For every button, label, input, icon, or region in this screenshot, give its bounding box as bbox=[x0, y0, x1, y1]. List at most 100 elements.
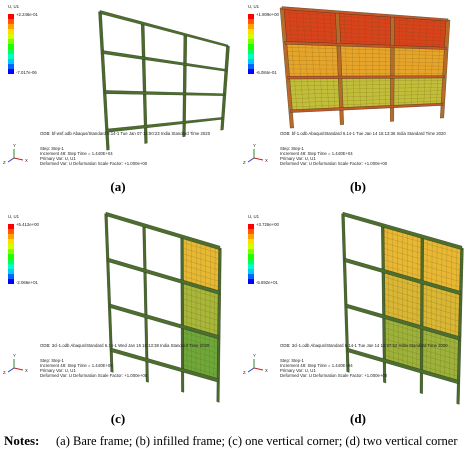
legend-swatch bbox=[8, 59, 14, 64]
info-text: Primary Var: U, U1 bbox=[40, 368, 76, 373]
legend-swatch bbox=[8, 259, 14, 264]
mesh-line bbox=[338, 28, 393, 32]
triad-label: Y bbox=[13, 353, 16, 358]
mesh-line bbox=[289, 96, 341, 99]
legend-value: -7.017e-06 bbox=[16, 70, 37, 75]
triad-label: X bbox=[25, 158, 28, 163]
legend-swatch bbox=[248, 259, 254, 264]
beam bbox=[287, 75, 445, 80]
mesh-line bbox=[289, 100, 342, 103]
mesh-line bbox=[455, 246, 458, 292]
legend-swatch bbox=[8, 279, 14, 284]
legend-swatch bbox=[248, 249, 254, 254]
legend-value: +5.412e+00 bbox=[16, 222, 40, 227]
info-text: ODB: bf-wnf.odb Abaqus/Standard 6.14-1 T… bbox=[40, 131, 211, 136]
mesh-line bbox=[338, 36, 393, 40]
triad-label: Y bbox=[13, 143, 16, 148]
beam bbox=[290, 102, 444, 113]
legend-swatch bbox=[8, 24, 14, 29]
column bbox=[220, 45, 230, 131]
infill-panel bbox=[281, 7, 339, 45]
legend-swatch bbox=[248, 244, 254, 249]
triad-axis bbox=[247, 367, 255, 373]
mesh-line bbox=[382, 253, 423, 266]
mesh-line bbox=[383, 299, 422, 311]
mesh-line bbox=[444, 334, 446, 379]
mesh-line bbox=[445, 289, 447, 335]
beam bbox=[342, 211, 463, 251]
legend-swatch bbox=[248, 44, 254, 49]
info-text: Deformed Var: U Deformation Scale Factor… bbox=[280, 373, 388, 378]
mesh-line bbox=[392, 97, 444, 100]
triad-axis bbox=[253, 157, 264, 161]
triad-label: Y bbox=[253, 143, 256, 148]
mesh-line bbox=[340, 95, 393, 98]
mesh-line bbox=[182, 315, 220, 327]
mesh-line bbox=[286, 64, 340, 66]
info-text: ODB: 3cl-1.odb Abaqus/Standard 6.14-1 We… bbox=[40, 343, 210, 348]
legend-value: -5.692e+01 bbox=[256, 280, 278, 285]
triad-label: Z bbox=[3, 370, 6, 375]
legend-title: U, U1 bbox=[8, 214, 20, 219]
mesh-line bbox=[383, 293, 422, 305]
mesh-line bbox=[341, 99, 393, 102]
mesh-line bbox=[325, 44, 328, 78]
mesh-line bbox=[338, 32, 393, 36]
mesh-line bbox=[392, 65, 446, 67]
info-text: Increment 48: Step Time = 1.440E+04 bbox=[280, 151, 353, 156]
legend-swatch bbox=[248, 229, 254, 234]
legend-value: +2.246e-01 bbox=[16, 12, 38, 17]
panel-label: (d) bbox=[350, 411, 366, 426]
mesh-line bbox=[392, 31, 448, 35]
legend-swatch bbox=[8, 249, 14, 254]
mesh-line bbox=[182, 321, 219, 332]
mesh-line bbox=[437, 48, 440, 77]
mesh-line bbox=[392, 93, 444, 96]
mesh-line bbox=[449, 335, 451, 380]
mesh-line bbox=[421, 304, 461, 316]
mesh-line bbox=[331, 44, 334, 78]
mesh-line bbox=[392, 61, 446, 63]
triad-label: X bbox=[25, 368, 28, 373]
mesh-line bbox=[384, 349, 422, 361]
mesh-line bbox=[430, 76, 432, 105]
legend-swatch bbox=[8, 39, 14, 44]
beam bbox=[99, 10, 229, 48]
legend-swatch bbox=[8, 229, 14, 234]
legend-swatch bbox=[248, 279, 254, 284]
info-text: Step: Step-1 bbox=[280, 146, 304, 151]
mesh-line bbox=[182, 259, 220, 271]
mesh-line bbox=[453, 337, 456, 381]
legend-swatch bbox=[248, 39, 254, 44]
info-text: Increment 48: Step Time = 1.440E+04 bbox=[280, 363, 353, 368]
legend-swatch bbox=[248, 14, 254, 19]
mesh-line bbox=[182, 264, 220, 277]
mesh-line bbox=[383, 310, 422, 322]
legend-swatch bbox=[8, 239, 14, 244]
legend-swatch bbox=[8, 254, 14, 259]
legend-swatch bbox=[248, 239, 254, 244]
info-text: Primary Var: U, U1 bbox=[280, 368, 316, 373]
mesh-line bbox=[446, 243, 448, 290]
legend-swatch bbox=[8, 69, 14, 74]
legend-swatch bbox=[8, 64, 14, 69]
mesh-line bbox=[182, 348, 219, 360]
triad-axis bbox=[13, 157, 24, 161]
legend-swatch bbox=[248, 29, 254, 34]
mesh-line bbox=[182, 364, 219, 376]
legend-swatch bbox=[8, 269, 14, 274]
legend-value: +1.809e+00 bbox=[256, 12, 280, 17]
mesh-line bbox=[338, 40, 393, 43]
mesh-line bbox=[182, 309, 220, 321]
mesh-line bbox=[290, 104, 342, 108]
mesh-line bbox=[423, 76, 426, 106]
legend-swatch bbox=[248, 24, 254, 29]
notes-text: (a) Bare frame; (b) infilled frame; (c) … bbox=[56, 434, 458, 448]
mesh-line bbox=[392, 100, 444, 104]
panel-label: (c) bbox=[111, 411, 125, 426]
triad-axis bbox=[247, 157, 255, 163]
mesh-line bbox=[286, 60, 340, 62]
mesh-line bbox=[384, 338, 422, 350]
beam bbox=[110, 347, 219, 383]
mesh-line bbox=[383, 259, 423, 271]
